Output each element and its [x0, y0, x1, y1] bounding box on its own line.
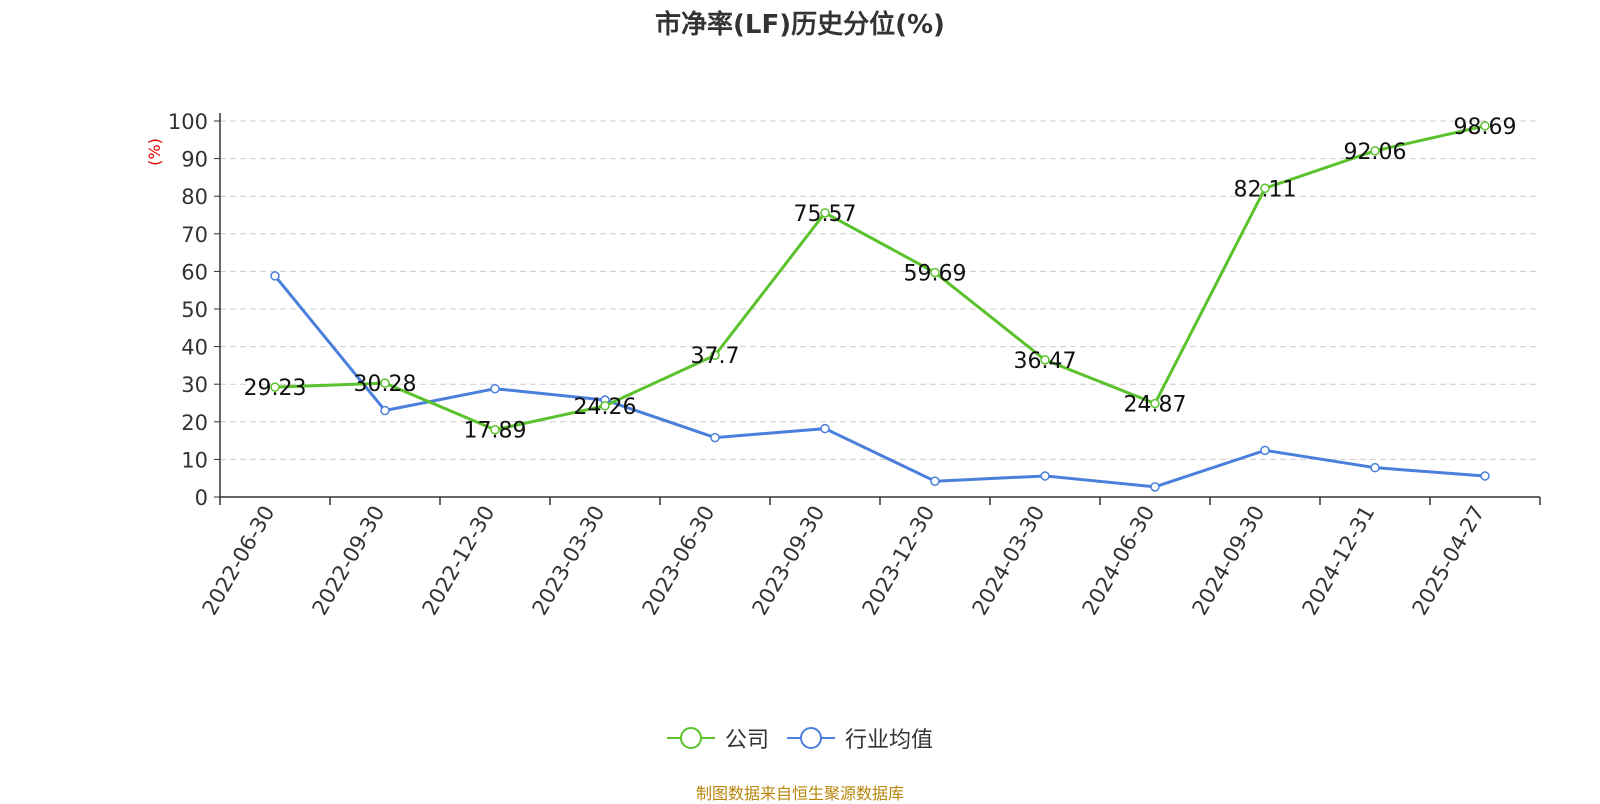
x-tick-label: 2023-09-30 [748, 502, 830, 620]
data-label-company: 36.47 [1014, 349, 1077, 374]
legend-marker-industry-avg [787, 727, 835, 749]
x-tick-label: 2023-03-30 [528, 502, 610, 620]
point-company[interactable] [820, 208, 830, 218]
point-company[interactable] [1480, 121, 1490, 131]
legend-marker-company [666, 727, 715, 749]
data-label-company: 98.69 [1454, 115, 1517, 140]
data-label-company: 24.26 [574, 395, 637, 420]
y-tick-label: 10 [181, 448, 208, 472]
point-industry-avg[interactable] [270, 271, 280, 281]
data-label-company: 30.28 [354, 372, 417, 397]
x-tick-label: 2022-06-30 [198, 502, 280, 620]
data-label-company: 24.87 [1124, 392, 1187, 417]
point-company[interactable] [1040, 355, 1050, 365]
point-company[interactable] [380, 378, 390, 388]
grid-lines [220, 120, 1540, 460]
data-labels: 29.23 30.28 17.89 24.26 37.7 75.57 59.69 36.47 2… [244, 115, 1517, 444]
data-label-company: 92.06 [1344, 140, 1407, 165]
x-tick-label: 2024-12-31 [1298, 502, 1380, 620]
point-company[interactable] [1370, 146, 1380, 156]
point-industry-avg[interactable] [1040, 471, 1050, 481]
point-industry-avg[interactable] [710, 432, 720, 443]
point-industry-avg[interactable] [1480, 471, 1490, 481]
x-tick-label: 2022-12-30 [418, 502, 500, 620]
point-company[interactable] [1150, 398, 1160, 409]
y-tick-label: 80 [181, 185, 208, 209]
series [270, 121, 1490, 492]
point-industry-avg[interactable] [1370, 462, 1380, 473]
point-company[interactable] [490, 424, 500, 435]
y-tick-label: 70 [181, 223, 208, 247]
point-industry-avg[interactable] [380, 405, 390, 416]
chart-title: 市净率(LF)历史分位(%) [655, 10, 945, 40]
legend-item-company[interactable]: 公司 [666, 722, 769, 754]
source-note: 制图数据来自恒生聚源数据库 [695, 784, 904, 803]
legend-label-industry-avg: 行业均值 [845, 728, 934, 753]
point-company[interactable] [270, 382, 280, 392]
x-tick-label: 2023-06-30 [638, 502, 720, 620]
point-industry-avg[interactable] [820, 423, 830, 434]
data-label-company: 82.11 [1234, 177, 1297, 202]
point-industry-avg[interactable] [930, 476, 940, 486]
y-tick-label: 50 [181, 298, 208, 322]
data-label-company: 37.7 [691, 344, 740, 369]
y-tick-label: 60 [181, 260, 208, 284]
axes: 0 10 20 30 40 50 60 70 80 90 100 2022-06-30 2022-09-… [168, 110, 1541, 620]
x-tick-label: 2023-12-30 [858, 502, 940, 620]
x-tick-label: 2024-03-30 [968, 502, 1050, 620]
legend-label-company: 公司 [724, 728, 769, 753]
y-tick-label: 0 [195, 486, 208, 510]
series-line-company [274, 124, 1486, 432]
y-tick-label: 30 [181, 373, 208, 397]
point-industry-avg[interactable] [490, 383, 500, 394]
data-label-company: 75.57 [794, 202, 857, 227]
y-tick-label: 90 [181, 148, 208, 172]
x-tick-label: 2024-09-30 [1188, 502, 1270, 620]
legend: 公司 行业均值 [0, 722, 1600, 754]
y-tick-label: 40 [181, 336, 208, 360]
y-tick-label: 20 [181, 411, 208, 435]
data-label-company: 59.69 [904, 262, 967, 287]
point-company[interactable] [930, 267, 940, 278]
point-industry-avg[interactable] [1150, 482, 1160, 492]
point-company[interactable] [710, 350, 720, 360]
series-line-industry-avg [273, 274, 1486, 489]
data-label-company: 17.89 [464, 419, 527, 444]
legend-item-industry-avg[interactable]: 行业均值 [787, 722, 933, 754]
x-tick-label: 2022-09-30 [308, 502, 390, 620]
point-company[interactable] [600, 401, 610, 411]
data-label-company: 29.23 [244, 376, 307, 401]
point-industry-avg[interactable] [1260, 445, 1270, 456]
x-tick-label: 2024-06-30 [1078, 502, 1160, 620]
y-axis-label: (%) [145, 138, 164, 166]
y-tick-label: 100 [168, 110, 208, 134]
point-company[interactable] [1260, 183, 1270, 194]
x-tick-label: 2025-04-27 [1408, 502, 1490, 620]
